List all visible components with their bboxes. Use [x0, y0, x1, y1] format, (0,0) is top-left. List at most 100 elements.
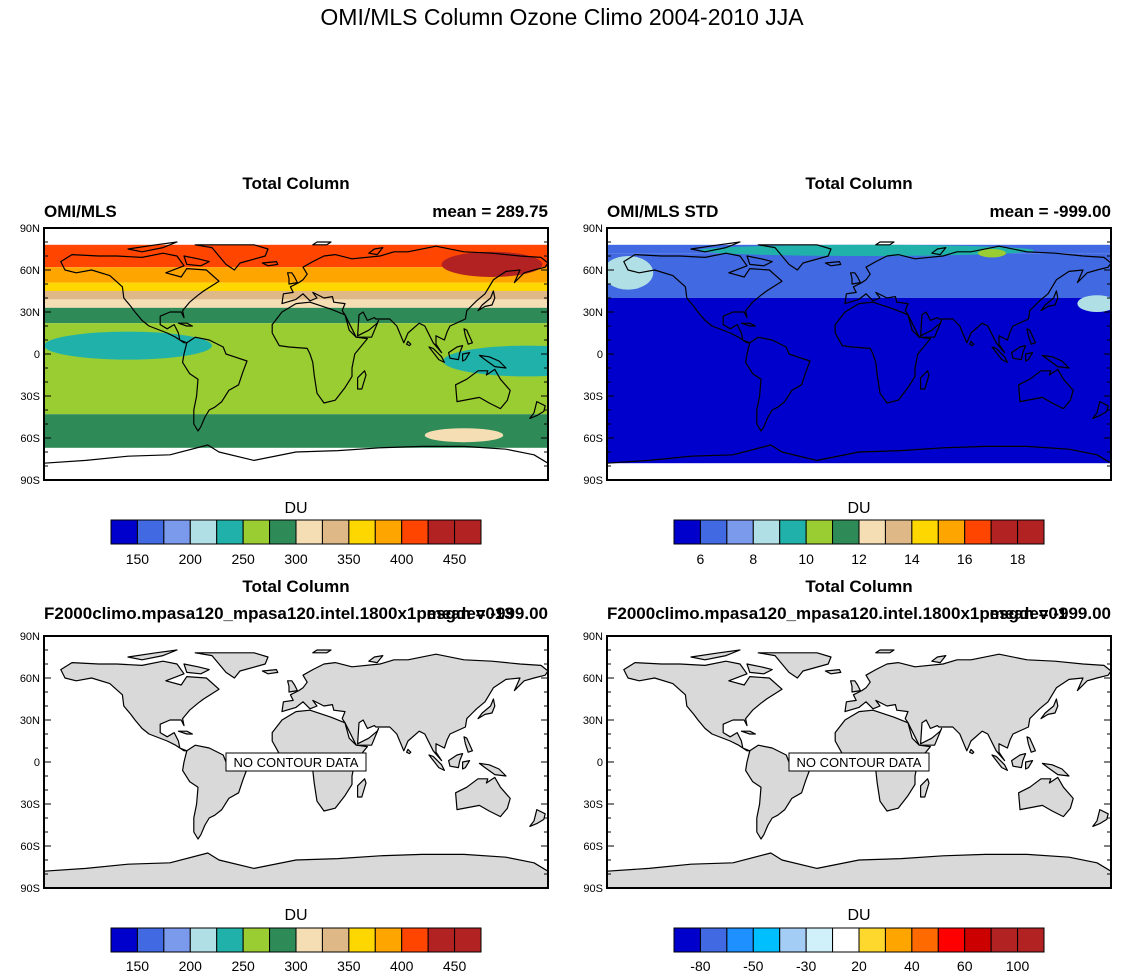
colorbar-tick-label: 150	[126, 551, 150, 567]
coastline-new-zealand	[529, 809, 546, 827]
colorbar-tick-label: 250	[231, 958, 255, 974]
coastline-arctic-islands	[690, 241, 741, 253]
panel-title: Total Column	[242, 577, 349, 596]
coastline-north-america	[60, 660, 220, 752]
panel: Total Column F2000climo.mpasa120_mpasa120…	[20, 577, 549, 974]
colorbar-swatch	[163, 519, 191, 545]
lat-tick-label: 30S	[20, 799, 40, 811]
colorbar-swatch	[779, 519, 807, 545]
coastline-baffin	[746, 255, 773, 267]
colorbar-tick-label: 100	[1006, 958, 1030, 974]
colorbar-swatch	[110, 927, 138, 953]
coastline-uk	[287, 680, 298, 693]
colorbar-tick-label: 8	[749, 551, 757, 567]
colorbar-swatch	[295, 927, 323, 953]
coastline-north-america	[623, 660, 783, 752]
coastline-novaya-zemlya	[931, 655, 947, 664]
colorbar-tick-label: 12	[851, 551, 867, 567]
colorbar-swatch	[752, 519, 781, 545]
coastline-philippines	[463, 328, 473, 345]
colorbar-swatch	[964, 927, 992, 953]
colorbar-swatch	[321, 927, 350, 953]
colorbar-swatch	[990, 519, 1019, 545]
coastline-borneo	[1011, 753, 1027, 769]
coastline-cuba	[177, 322, 193, 327]
colorbar-tick-label: 450	[443, 551, 467, 567]
coastline-japan	[477, 290, 496, 312]
colorbar-tick-label: 400	[390, 551, 414, 567]
colorbar-tick-label: 300	[284, 551, 308, 567]
coastline-borneo	[1011, 345, 1027, 361]
colorbar-tick-label: 200	[179, 958, 203, 974]
contour-patch	[1077, 295, 1111, 312]
coastline-borneo	[448, 345, 464, 361]
coastline-antarctica	[607, 444, 1111, 480]
coastline-arctic-islands	[690, 649, 741, 661]
colorbar: DU 150 200 250 300 350 400 450	[110, 500, 482, 567]
colorbar-tick-label: 10	[798, 551, 814, 567]
coastline-australia	[455, 368, 511, 410]
colorbar-swatch	[911, 927, 939, 953]
panel-right-label: mean = 289.75	[432, 202, 548, 221]
panel-left-label: OMI/MLS	[44, 202, 117, 221]
contour-band	[44, 307, 548, 324]
coastline-new-guinea	[1041, 354, 1070, 369]
colorbar-swatch	[454, 927, 482, 953]
lat-tick-label: 0	[34, 757, 40, 769]
coastline-sumatra	[991, 754, 1008, 771]
map-field	[44, 228, 548, 480]
contour-patch	[443, 345, 548, 377]
colorbar-swatch	[374, 927, 403, 953]
coastline-sulawesi	[1025, 760, 1034, 770]
lat-tick-label: 60S	[20, 841, 40, 853]
panel-title: Total Column	[242, 174, 349, 193]
contour-band	[44, 282, 548, 291]
coastline-new-guinea	[1041, 762, 1070, 777]
coastline-svalbard	[312, 241, 332, 246]
colorbar-swatch	[832, 519, 860, 545]
panel: Total Column OMI/MLS STD mean = -999.00 90N…	[583, 174, 1112, 567]
coastline-philippines	[1026, 736, 1036, 753]
coastline-novaya-zemlya	[931, 247, 947, 256]
contour-patch	[441, 251, 543, 277]
coastline-antarctica	[607, 852, 1111, 888]
contour-patch	[978, 249, 1006, 258]
colorbar-swatch	[779, 927, 807, 953]
coastline-baffin	[746, 663, 773, 675]
colorbar-tick-label: 20	[851, 958, 867, 974]
lat-tick-label: 60S	[583, 841, 603, 853]
colorbar-swatch	[1017, 519, 1045, 545]
colorbar-swatch	[110, 519, 138, 545]
colorbar-swatch	[805, 519, 834, 545]
colorbar-swatch	[348, 519, 376, 545]
coastline-uk	[287, 272, 298, 285]
lat-tick-label: 0	[597, 349, 603, 361]
panel-left-label: OMI/MLS STD	[607, 202, 718, 221]
coastline-cuba	[740, 730, 756, 735]
coastline-sri-lanka	[406, 748, 412, 755]
colorbar-swatch	[401, 519, 429, 545]
coastline-new-zealand	[1092, 401, 1109, 419]
lat-tick-label: 60S	[20, 433, 40, 445]
coastline-iceland	[261, 669, 279, 675]
colorbar-swatch	[858, 927, 886, 953]
no-data-box: NO CONTOUR DATA	[225, 752, 367, 772]
coastline-madagascar	[920, 778, 930, 798]
lat-tick-label: 0	[34, 349, 40, 361]
colorbar-swatch	[699, 519, 728, 545]
colorbar-swatch	[242, 519, 271, 545]
panel: Total Column F2000climo.mpasa120_mpasa120…	[583, 577, 1112, 974]
coastline-sumatra	[428, 346, 445, 363]
lat-tick-label: 60N	[20, 265, 40, 277]
coastline-iceland	[261, 261, 279, 267]
colorbar-swatch	[454, 519, 482, 545]
panel-title: Total Column	[805, 577, 912, 596]
coastline-africa	[271, 301, 368, 404]
coastline-new-guinea	[478, 354, 507, 369]
colorbar-title: DU	[284, 500, 307, 517]
lat-tick-label: 30S	[20, 391, 40, 403]
coastline-svalbard	[312, 649, 332, 654]
coastline-sri-lanka	[969, 748, 975, 755]
contour-band	[607, 253, 1111, 298]
coastline-south-america	[182, 336, 248, 432]
